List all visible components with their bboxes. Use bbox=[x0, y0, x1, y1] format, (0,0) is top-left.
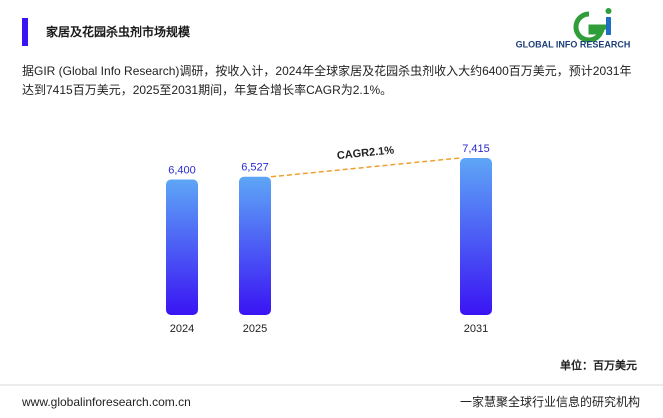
x-tick-label: 2024 bbox=[170, 323, 194, 335]
cagr-line bbox=[270, 157, 461, 178]
logo-mark bbox=[573, 11, 607, 43]
bar bbox=[166, 179, 198, 315]
cagr-annotation: CAGR2.1% bbox=[336, 144, 395, 162]
value-label: 6,527 bbox=[241, 162, 269, 174]
x-tick-label: 2025 bbox=[243, 323, 267, 335]
page-title: 家居及花园杀虫剂市场规模 bbox=[46, 24, 191, 39]
logo-text: GLOBAL INFO RESEARCH bbox=[516, 39, 631, 49]
value-label: 7,415 bbox=[462, 143, 490, 155]
footer-slogan: 一家慧聚全球行业信息的研究机构 bbox=[460, 394, 640, 409]
logo-mark bbox=[606, 17, 611, 35]
footer-url: www.globalinforesearch.com.cn bbox=[21, 395, 191, 409]
unit-label: 单位：百万美元 bbox=[560, 358, 637, 372]
value-label: 6,400 bbox=[168, 164, 196, 176]
logo: GLOBAL INFO RESEARCH bbox=[516, 8, 631, 49]
bar bbox=[239, 176, 271, 315]
description: 据GIR (Global Info Research)调研，按收入计，2024年… bbox=[22, 64, 632, 97]
x-tick-label: 2031 bbox=[464, 323, 488, 335]
logo-mark bbox=[605, 8, 612, 14]
title-accent bbox=[22, 18, 28, 46]
bar bbox=[460, 157, 492, 315]
